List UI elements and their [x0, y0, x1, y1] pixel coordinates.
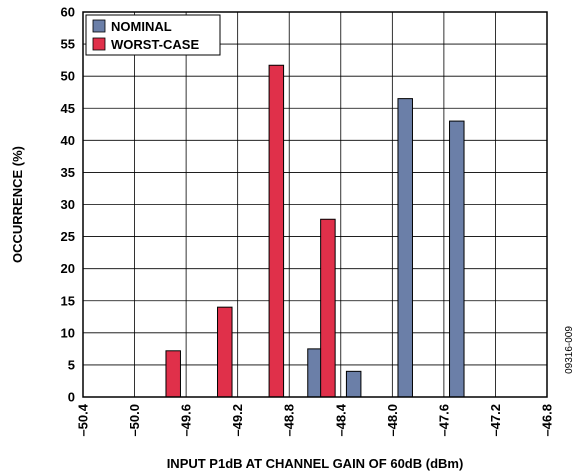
y-tick-label: 35: [61, 165, 75, 180]
x-tick-label: –47.2: [488, 404, 503, 437]
x-axis-label: INPUT P1dB AT CHANNEL GAIN OF 60dB (dBm): [167, 456, 464, 471]
bar-nominal: [449, 120, 465, 398]
grid: [82, 11, 548, 398]
x-tick-label: –50.0: [127, 404, 142, 437]
figure-id: 09316-009: [564, 326, 575, 374]
bars: [165, 64, 465, 398]
x-tick-label: –49.2: [230, 404, 245, 437]
bar-worst-case: [268, 64, 285, 398]
y-tick-label: 15: [61, 293, 75, 308]
y-tick-label: 45: [61, 101, 75, 116]
x-tick-label: –48.8: [282, 404, 297, 437]
x-tick-label: –49.6: [179, 404, 194, 437]
x-tick-label: –47.6: [436, 404, 451, 437]
bar-nominal: [397, 98, 413, 398]
x-tick-label: –46.8: [540, 404, 555, 437]
y-tick-label: 50: [61, 69, 75, 84]
bar-worst-case: [320, 218, 336, 398]
bar-worst-case: [217, 306, 233, 398]
legend: NOMINAL WORST-CASE: [85, 14, 221, 56]
x-tick-label: –50.4: [76, 403, 91, 436]
x-tick-label: –48.0: [385, 404, 400, 437]
x-tick-label: –48.4: [333, 403, 348, 436]
legend-swatch-worst-case: [92, 37, 106, 51]
bar-nominal: [345, 370, 362, 398]
y-tick-label: 30: [61, 197, 75, 212]
y-axis-label: OCCURRENCE (%): [10, 146, 25, 263]
bar-nominal: [307, 348, 323, 398]
y-tick-label: 40: [61, 133, 75, 148]
y-tick-label: 55: [61, 37, 75, 52]
legend-label-worst-case: WORST-CASE: [111, 37, 199, 52]
legend-box: [85, 14, 221, 56]
bar-worst-case: [165, 350, 181, 398]
legend-swatch-nominal: [92, 19, 106, 33]
y-tick-label: 0: [68, 390, 75, 405]
y-tick-label: 25: [61, 229, 75, 244]
plot-frame: [82, 11, 548, 398]
y-tick-labels: 0 5 10 15 20 25 30 35 40 45 50 55 60: [61, 5, 75, 405]
legend-label-nominal: NOMINAL: [111, 19, 172, 34]
x-tick-labels: –50.4 –50.0 –49.6 –49.2 –48.8 –48.4 –48.0 –47.6…: [76, 403, 555, 436]
y-tick-label: 5: [68, 357, 75, 372]
y-tick-label: 20: [61, 261, 75, 276]
y-tick-label: 60: [61, 5, 75, 20]
y-tick-label: 10: [61, 325, 75, 340]
